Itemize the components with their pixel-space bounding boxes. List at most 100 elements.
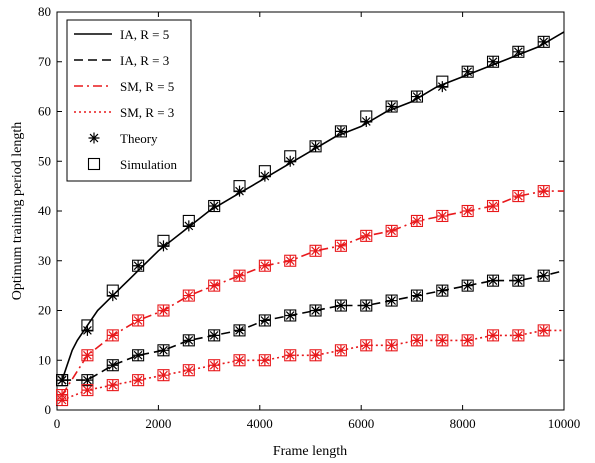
simulation-marker xyxy=(512,45,525,58)
x-tick-label: 8000 xyxy=(450,416,476,431)
x-tick-label: 2000 xyxy=(145,416,171,431)
simulation-marker xyxy=(537,324,550,337)
legend-box xyxy=(66,19,192,182)
simulation-marker xyxy=(208,199,221,213)
simulation-marker xyxy=(385,339,398,352)
simulation-marker xyxy=(486,329,500,342)
theory-marker xyxy=(335,300,347,312)
simulation-marker xyxy=(182,214,195,227)
simulation-marker xyxy=(512,329,525,342)
theory-marker xyxy=(132,349,144,361)
simulation-marker xyxy=(436,75,449,88)
theory-marker xyxy=(386,339,398,351)
simulation-marker xyxy=(284,254,297,267)
theory-marker xyxy=(538,270,550,282)
simulation-marker xyxy=(157,344,170,357)
simulation-marker xyxy=(385,100,398,113)
y-tick-label: 60 xyxy=(38,104,51,119)
theory-marker xyxy=(310,349,322,361)
theory-marker xyxy=(386,101,398,113)
theory-marker xyxy=(538,185,550,197)
series-line-1 xyxy=(61,31,565,381)
tick-layer: 0 2000 4000 6000 8000 10000 0 10 20 30 40 50 60 70 80 xyxy=(38,4,580,431)
theory-marker xyxy=(284,255,296,267)
series-line-2 xyxy=(62,269,565,381)
legend-label: Theory xyxy=(120,131,158,146)
theory-marker xyxy=(487,329,499,341)
theory-marker xyxy=(208,200,220,212)
simulation-marker xyxy=(182,364,195,377)
y-tick-label: 80 xyxy=(38,4,51,19)
simulation-marker xyxy=(334,344,347,357)
theory-marker xyxy=(208,280,220,292)
simulation-marker xyxy=(334,299,347,312)
theory-marker xyxy=(234,324,246,336)
theory-marker xyxy=(512,329,524,341)
simulation-marker xyxy=(334,239,347,252)
simulation-marker xyxy=(81,384,94,397)
simulation-marker xyxy=(309,349,322,362)
simulation-marker xyxy=(436,209,449,223)
x-tick-label: 6000 xyxy=(348,416,374,431)
y-tick-label: 10 xyxy=(38,352,51,367)
simulation-marker xyxy=(360,110,373,123)
theory-marker xyxy=(208,359,220,371)
simulation-marker xyxy=(258,259,271,272)
simulation-marker xyxy=(360,339,373,352)
theory-marker xyxy=(462,334,474,346)
simulation-marker xyxy=(410,334,424,347)
simulation-marker xyxy=(106,379,119,392)
theory-marker xyxy=(157,369,169,381)
theory-marker xyxy=(132,314,144,326)
theory-marker xyxy=(462,66,474,78)
theory-marker xyxy=(107,379,119,391)
theory-marker xyxy=(259,354,271,366)
theory-marker xyxy=(310,245,322,257)
theory-marker xyxy=(81,374,93,386)
simulation-marker xyxy=(157,234,170,247)
simulation-marker xyxy=(132,349,145,362)
theory-marker xyxy=(436,334,448,346)
x-tick-label: 4000 xyxy=(247,416,273,431)
theory-marker xyxy=(462,205,474,217)
simulation-marker xyxy=(385,224,398,237)
simulation-marker xyxy=(182,289,195,302)
simulation-marker xyxy=(537,35,550,48)
theory-marker xyxy=(183,364,195,376)
simulation-marker xyxy=(106,359,119,372)
series-line-3 xyxy=(61,190,564,396)
y-tick-label: 50 xyxy=(38,153,51,168)
simulation-marker xyxy=(208,329,221,342)
x-axis-title: Frame length xyxy=(273,444,347,459)
theory-marker xyxy=(183,334,195,346)
theory-marker xyxy=(107,359,119,371)
simulation-marker xyxy=(157,369,170,382)
simulation-marker xyxy=(436,284,449,297)
y-axis-title: Optimum training period length xyxy=(10,122,25,300)
simulation-marker xyxy=(486,55,500,68)
simulation-marker xyxy=(309,244,322,257)
legend-label: Simulation xyxy=(120,157,178,172)
simulation-marker xyxy=(258,354,271,367)
theory-marker xyxy=(386,225,398,237)
legend: IA, R = 5 IA, R = 3 SM, R = 5 SM, R = 3 Theo… xyxy=(66,19,192,182)
simulation-marker xyxy=(208,359,221,372)
simulation-marker xyxy=(461,279,474,292)
simulation-marker xyxy=(284,309,297,322)
theory-marker xyxy=(157,344,169,356)
theory-marker xyxy=(310,305,322,316)
theory-marker xyxy=(132,374,144,386)
simulation-marker xyxy=(309,140,322,153)
simulation-marker xyxy=(258,314,271,327)
simulation-marker xyxy=(233,269,246,282)
theory-marker xyxy=(487,275,499,287)
marker-layer xyxy=(56,35,550,407)
simulation-marker xyxy=(486,199,500,213)
theory-marker xyxy=(512,46,524,58)
theory-marker xyxy=(411,290,423,302)
simulation-marker xyxy=(410,214,424,227)
theory-marker xyxy=(512,275,524,287)
simulation-marker xyxy=(56,374,69,387)
x-tick-label: 10000 xyxy=(548,416,581,431)
